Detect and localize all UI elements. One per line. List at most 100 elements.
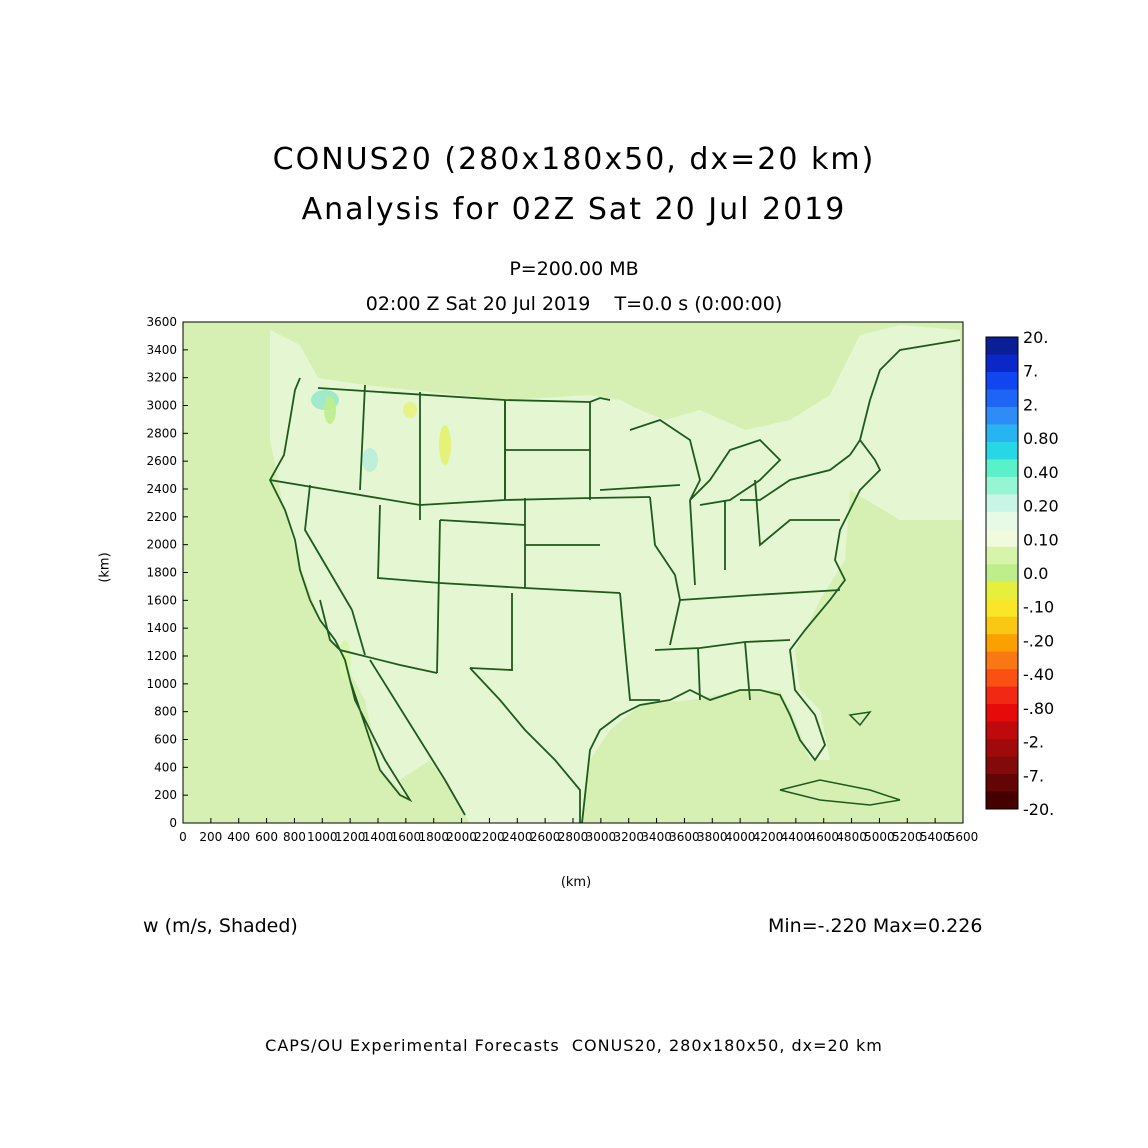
y-tick-label: 1800 xyxy=(146,566,177,580)
colorbar-label: 0.0 xyxy=(1023,564,1048,583)
colorbar-swatch xyxy=(986,686,1018,705)
colorbar-label: -.40 xyxy=(1023,665,1054,684)
colorbar-swatch xyxy=(986,337,1018,355)
valid-time-label: 02:00 Z Sat 20 Jul 2019 T=0.0 s (0:00:00… xyxy=(365,293,783,315)
y-tick-label: 2600 xyxy=(146,454,177,468)
x-tick-label: 4600 xyxy=(808,830,839,844)
colorbar-label: 0.40 xyxy=(1023,463,1059,482)
colorbar-swatch xyxy=(986,424,1018,443)
min-max-label: Min=-.220 Max=0.226 xyxy=(768,915,983,937)
colorbar-label: 0.20 xyxy=(1023,497,1059,516)
y-tick-label: 400 xyxy=(154,760,177,774)
colorbar-swatch xyxy=(986,756,1018,775)
y-tick-label: 3000 xyxy=(146,399,177,413)
y-tick-label: 1200 xyxy=(146,649,177,663)
colorbar-label: 20. xyxy=(1023,328,1048,347)
x-tick-label: 2800 xyxy=(558,830,589,844)
y-tick-label: 3400 xyxy=(146,343,177,357)
caribbean-coast xyxy=(779,779,901,806)
field-label: w (m/s, Shaded) xyxy=(143,915,298,937)
colorbar-label: -2. xyxy=(1023,733,1044,752)
updraft-patch xyxy=(362,448,378,472)
x-tick-label: 200 xyxy=(199,830,222,844)
downdraft-patch xyxy=(439,425,451,465)
colorbar-label: -.20 xyxy=(1023,631,1054,650)
colorbar-swatch xyxy=(986,494,1018,513)
colorbar-swatch xyxy=(986,511,1018,530)
y-tick-label: 3200 xyxy=(146,371,177,385)
colorbar-label: -.80 xyxy=(1023,699,1054,718)
x-tick-label: 2600 xyxy=(530,830,561,844)
y-tick-label: 600 xyxy=(154,733,177,747)
boundary-lines xyxy=(268,339,961,823)
x-tick-label: 600 xyxy=(255,830,278,844)
colorbar-label: -7. xyxy=(1023,766,1044,785)
x-tick-label: 2400 xyxy=(502,830,533,844)
x-tick-label: 0 xyxy=(179,830,187,844)
colorbar-swatch xyxy=(986,739,1018,758)
x-tick-label: 4200 xyxy=(753,830,784,844)
x-tick-label: 3200 xyxy=(613,830,644,844)
colorbar-swatch xyxy=(986,406,1018,425)
x-tick-label: 1000 xyxy=(307,830,338,844)
colorbar-swatch xyxy=(986,651,1018,670)
x-tick-label: 1800 xyxy=(418,830,449,844)
colorbar-swatch xyxy=(986,791,1018,810)
colorbar-swatch xyxy=(986,704,1018,723)
x-tick-label: 4400 xyxy=(781,830,812,844)
chart-title: CONUS20 (280x180x50, dx=20 km) xyxy=(272,142,876,177)
y-tick-label: 200 xyxy=(154,788,177,802)
colorbar: 20. 7. 2. 0.80 0.40 0.20 0.10 0.0 -.10 -.20 -.40 -.… xyxy=(985,328,1059,819)
colorbar-label: 0.10 xyxy=(1023,530,1059,549)
x-tick-label: 400 xyxy=(227,830,250,844)
x-tick-label: 2000 xyxy=(446,830,477,844)
colorbar-swatch xyxy=(986,669,1018,688)
colorbar-label: 0.80 xyxy=(1023,429,1059,448)
colorbar-label: -.10 xyxy=(1023,598,1054,617)
downdraft-patch xyxy=(403,402,417,418)
x-tick-label: 3400 xyxy=(641,830,672,844)
colorbar-swatch xyxy=(986,721,1018,740)
colorbar-swatch xyxy=(986,599,1018,618)
x-tick-label: 1400 xyxy=(363,830,394,844)
colorbar-swatch xyxy=(986,389,1018,408)
x-tick-label: 2200 xyxy=(474,830,505,844)
footer-credit: CAPS/OU Experimental Forecasts CONUS20, … xyxy=(265,1036,883,1055)
colorbar-label: -20. xyxy=(1023,800,1054,819)
colorbar-swatch xyxy=(986,774,1018,793)
y-tick-label: 2400 xyxy=(146,482,177,496)
colorbar-swatch xyxy=(986,529,1018,548)
colorbar-swatch xyxy=(986,546,1018,565)
x-tick-label: 5600 xyxy=(948,830,979,844)
y-tick-label: 0 xyxy=(169,816,177,830)
y-tick-label: 2000 xyxy=(146,538,177,552)
colorbar-swatch xyxy=(986,441,1018,460)
x-tick-label: 5400 xyxy=(920,830,951,844)
colorbar-label: 7. xyxy=(1023,362,1038,381)
x-tick-label: 4800 xyxy=(836,830,867,844)
colorbar-swatch xyxy=(986,616,1018,635)
y-tick-label: 1400 xyxy=(146,621,177,635)
x-tick-label: 1600 xyxy=(391,830,422,844)
colorbar-swatch xyxy=(986,371,1018,390)
colorbar-swatch xyxy=(986,564,1018,583)
y-tick-label: 3600 xyxy=(146,315,177,329)
downdraft-patch xyxy=(324,396,336,424)
pressure-level-label: P=200.00 MB xyxy=(509,258,639,280)
x-tick-label: 3800 xyxy=(697,830,728,844)
y-axis: 0 200 400 600 800 1000 1200 1400 1600 1800 2000 220… xyxy=(146,315,188,830)
x-tick-label: 5000 xyxy=(864,830,895,844)
colorbar-swatch xyxy=(986,581,1018,600)
bahamas-coast xyxy=(848,710,872,727)
x-tick-label: 800 xyxy=(283,830,306,844)
y-tick-label: 2200 xyxy=(146,510,177,524)
y-tick-label: 800 xyxy=(154,705,177,719)
colorbar-frame xyxy=(985,336,1019,810)
x-axis-label: (km) xyxy=(560,875,592,890)
x-tick-label: 3600 xyxy=(669,830,700,844)
y-tick-label: 2800 xyxy=(146,426,177,440)
colorbar-swatch xyxy=(986,354,1018,373)
colorbar-swatch xyxy=(986,476,1018,495)
chart-subtitle: Analysis for 02Z Sat 20 Jul 2019 xyxy=(301,192,847,227)
